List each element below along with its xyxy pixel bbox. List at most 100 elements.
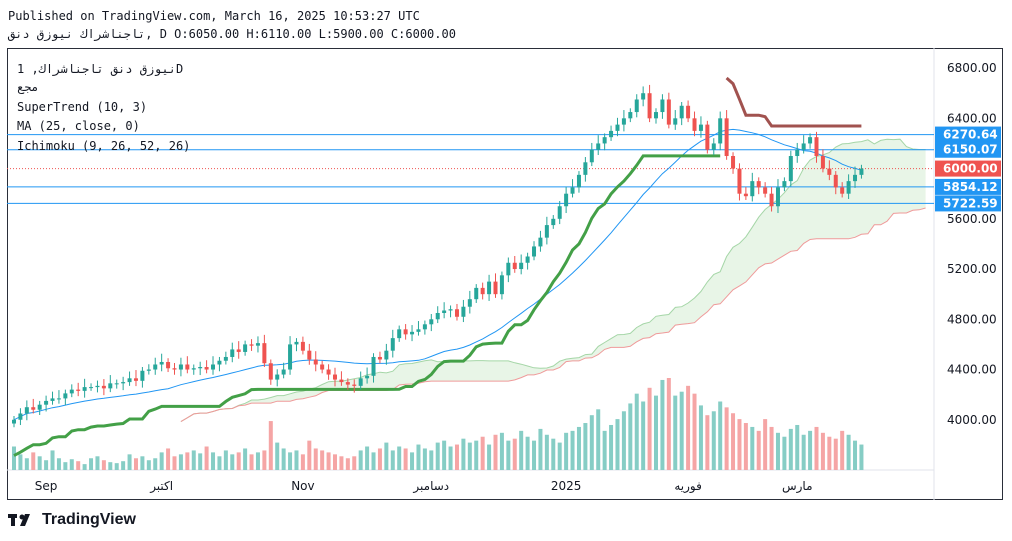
candle-body: [365, 375, 370, 379]
price-label-bg: [935, 195, 1001, 212]
candle-body: [737, 168, 742, 194]
candle-body: [660, 99, 665, 113]
candle-body: [673, 118, 678, 125]
candle: [756, 177, 761, 195]
volume-bar: [551, 438, 556, 470]
candle-body: [679, 105, 684, 119]
candle-body: [532, 246, 537, 257]
candle: [333, 367, 337, 387]
candle: [782, 177, 787, 192]
candle-body: [750, 181, 755, 197]
candle: [371, 353, 376, 383]
candle-body: [512, 262, 517, 270]
candle-body: [300, 341, 305, 351]
volume-bar: [499, 432, 504, 470]
candle-body: [827, 168, 832, 175]
volume-bar: [833, 438, 838, 470]
candle: [384, 343, 389, 365]
candle-body: [499, 275, 504, 295]
candle: [204, 360, 209, 374]
time-tick-label: Sep: [35, 479, 58, 493]
candle-body: [24, 407, 29, 414]
published-info: Published on TradingView.com, March 16, …: [8, 9, 420, 23]
price-chart[interactable]: 6800.00 6400.00 5600.00 5200.00 4800.00 4400.…: [7, 48, 1003, 500]
candle: [666, 92, 671, 129]
candle-body: [686, 105, 691, 119]
candle: [621, 110, 626, 132]
volume-bar: [628, 403, 633, 470]
candle-body: [692, 118, 697, 131]
candle-body: [146, 369, 151, 371]
legend-ichimoku[interactable]: Ichimoku (9, 26, 52, 26): [17, 139, 191, 153]
time-tick-label: فوريه: [674, 479, 702, 494]
candle: [808, 133, 813, 149]
volume-bar: [44, 460, 49, 470]
candle-body: [557, 206, 562, 219]
volume-bar: [178, 454, 183, 470]
candle: [230, 342, 235, 363]
legend-moving-average[interactable]: MA (25, close, 0): [17, 119, 140, 133]
candle: [698, 116, 703, 138]
volume-bar: [512, 438, 517, 470]
volume-bar: [673, 395, 678, 470]
candle-body: [820, 156, 825, 169]
candle: [493, 273, 498, 298]
supertrend-up-line: [13, 154, 721, 457]
volume-bar: [146, 460, 151, 470]
volume-bar: [288, 452, 293, 470]
volume-bar: [262, 450, 267, 470]
price-tick-label: 4000.00: [947, 413, 997, 427]
candle: [185, 356, 190, 374]
candle-body: [615, 124, 620, 131]
candle: [750, 172, 755, 202]
candle-body: [12, 419, 16, 424]
volume-bar: [731, 413, 736, 470]
candle-body: [390, 338, 395, 351]
volume-bar: [698, 405, 703, 470]
footer-brand[interactable]: TradingView: [8, 511, 136, 529]
candle-body: [801, 143, 806, 150]
candle-body: [191, 368, 196, 370]
candle-body: [654, 112, 658, 119]
volume-bar: [69, 459, 74, 470]
volume-bar: [692, 393, 697, 470]
volume-bar: [609, 424, 614, 470]
candle-body: [853, 174, 858, 182]
candle: [557, 200, 562, 225]
candle: [243, 340, 248, 356]
candle-body: [159, 361, 164, 365]
candle: [140, 367, 145, 388]
time-tick-label: Nov: [291, 479, 314, 493]
candle-body: [782, 181, 787, 188]
candle: [435, 306, 440, 324]
candle-body: [756, 181, 761, 188]
volume-bar: [442, 440, 447, 470]
candle: [211, 356, 216, 375]
candle: [127, 371, 132, 386]
candle: [763, 182, 768, 198]
footer-brand-text: TradingView: [42, 511, 136, 528]
candle: [846, 174, 851, 199]
volume-bar: [840, 430, 845, 470]
candle: [307, 343, 312, 365]
candle: [326, 364, 331, 380]
volume-bar: [95, 456, 100, 470]
candle-body: [833, 174, 838, 188]
candle-body: [89, 387, 94, 389]
volume-bar: [127, 454, 132, 470]
candle: [711, 138, 716, 156]
candle-body: [114, 383, 119, 385]
candle: [390, 329, 395, 358]
volume-bar: [345, 458, 350, 470]
candle-body: [255, 343, 260, 346]
candle-body: [544, 225, 549, 238]
volume-bar: [416, 444, 421, 470]
time-tick-label: مارس: [782, 479, 813, 494]
legend-supertrend[interactable]: SuperTrend (10, 3): [17, 100, 148, 114]
candle-body: [775, 187, 780, 207]
volume-bar: [602, 430, 607, 470]
candle-body: [268, 363, 273, 380]
volume-bar: [429, 450, 434, 470]
candle-body: [429, 319, 434, 325]
candle: [24, 400, 29, 421]
